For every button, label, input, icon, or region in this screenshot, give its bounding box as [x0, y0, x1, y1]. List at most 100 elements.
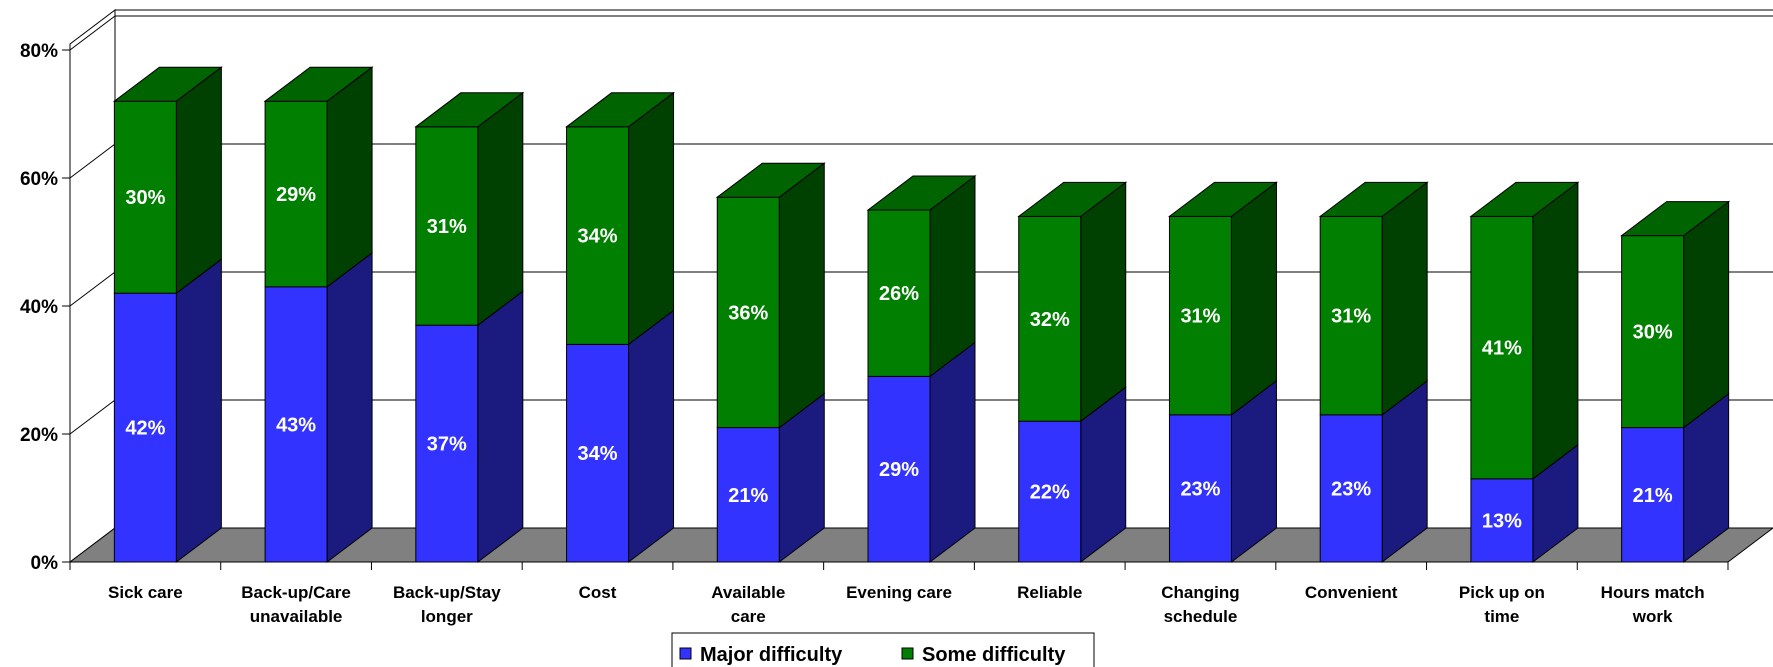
data-label: 31% [427, 216, 467, 238]
bar [415, 324, 479, 563]
bar-side [1230, 181, 1277, 416]
data-label: 13% [1482, 510, 1522, 532]
bar-stack [414, 91, 525, 564]
bar-stack [565, 91, 676, 564]
bar-side [175, 66, 222, 295]
bar [1168, 215, 1232, 416]
y-tick-label: 0% [31, 553, 59, 574]
legend-swatch [901, 647, 914, 660]
bar [1319, 414, 1383, 563]
bar [1018, 215, 1082, 422]
bar-side [628, 91, 675, 346]
y-tick-label: 80% [20, 41, 58, 62]
bar [566, 126, 630, 345]
bar [113, 100, 177, 294]
bar-side [1683, 200, 1730, 429]
x-tick-label: Back-up/Stay longer [393, 583, 501, 626]
bar-top [414, 92, 525, 128]
bar [264, 100, 328, 288]
bar-stack [866, 174, 977, 564]
bar-side [929, 341, 976, 564]
bar-stack [112, 66, 223, 564]
legend-label: Major difficulty [700, 644, 843, 666]
data-label: 31% [1180, 306, 1220, 328]
bar [113, 292, 177, 563]
y-tick-label: 20% [20, 425, 58, 446]
y-tick-label: 40% [20, 297, 58, 318]
bar [1470, 478, 1534, 563]
data-label: 22% [1030, 482, 1070, 504]
x-tick-label: Cost [579, 583, 617, 602]
data-label: 26% [879, 283, 919, 305]
bar-stack [1318, 181, 1429, 564]
bar-side [929, 174, 976, 378]
bar-top [1167, 181, 1278, 217]
bar-side [1381, 181, 1428, 416]
bar-side [326, 251, 373, 564]
bar-side [1080, 181, 1127, 423]
bar-side [175, 258, 222, 564]
bar-side [628, 309, 675, 564]
bar-side [477, 91, 524, 327]
bar [1018, 420, 1082, 563]
axis-group: 0% 20% 40% 60% 80% Sick care Back-up/Care unava… [20, 41, 1729, 626]
bar-side [1532, 181, 1579, 480]
legend-swatch [679, 647, 692, 660]
x-tick-label: Pick up on time [1459, 583, 1545, 626]
data-label: 23% [1180, 478, 1220, 500]
x-tick-label: Available care [711, 583, 785, 626]
x-tick-label: Sick care [108, 583, 183, 602]
data-label: 37% [427, 434, 467, 456]
data-label: 23% [1331, 478, 1371, 500]
bar-top [1620, 201, 1731, 237]
bars-group [112, 66, 1731, 564]
legend-box [671, 632, 1095, 667]
bar-stack [1620, 200, 1731, 564]
data-label: 43% [276, 414, 316, 436]
bar-stack [263, 66, 374, 564]
x-tick-label: Changing schedule [1161, 583, 1239, 626]
x-tick-label: Hours match work [1601, 583, 1705, 626]
bar [1621, 235, 1685, 429]
bar [1470, 215, 1534, 480]
bar-top [1469, 181, 1580, 217]
data-label: 34% [578, 226, 618, 248]
y-tick-label: 60% [20, 169, 58, 190]
bar-top [565, 92, 676, 128]
data-label: 29% [276, 184, 316, 206]
x-tick-label: Convenient [1305, 583, 1398, 602]
legend: Major difficulty Some difficulty [671, 632, 1095, 667]
bar-stack [1167, 181, 1278, 564]
bar [867, 209, 931, 377]
bar [716, 427, 780, 563]
bar-top [715, 162, 826, 198]
bar-stack [1469, 181, 1580, 564]
bar-side [477, 290, 524, 564]
data-label: 41% [1482, 338, 1522, 360]
bar-stack [1017, 181, 1128, 564]
data-label: 42% [125, 418, 165, 440]
legend-label: Some difficulty [922, 644, 1066, 666]
bar-side [778, 162, 825, 429]
x-tick-label: Back-up/Care unavailable [241, 583, 351, 626]
bar [415, 126, 479, 326]
bar-side [326, 66, 373, 288]
bar-top [263, 66, 374, 102]
gridline-side [69, 271, 116, 307]
bar-top [112, 66, 223, 102]
data-label: 21% [1633, 485, 1673, 507]
gridline-side [69, 399, 116, 435]
data-label: 30% [1633, 322, 1673, 344]
data-label: 32% [1030, 309, 1070, 331]
data-label: 34% [578, 443, 618, 465]
bar-top [866, 175, 977, 211]
bar-top [1017, 181, 1128, 217]
bar-stack [715, 162, 826, 564]
data-label: 29% [879, 459, 919, 481]
data-label: 36% [728, 302, 768, 324]
data-label: 30% [125, 187, 165, 209]
data-labels-group: 42% 30% 43% 29% 37% 31% 34% 34% 21% 36% 29% 26% 22% 3… [125, 184, 1673, 532]
gridline-side [69, 15, 116, 51]
